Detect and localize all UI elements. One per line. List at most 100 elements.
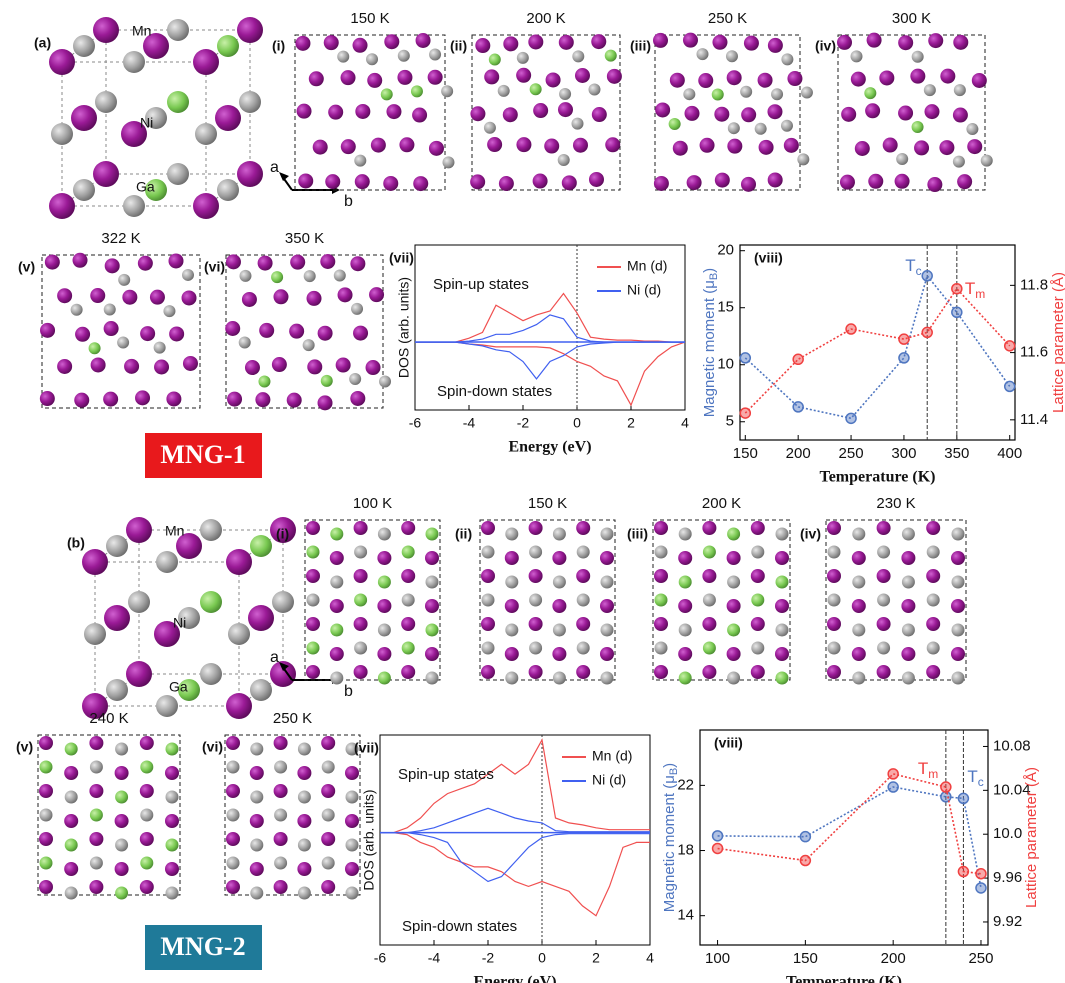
- snapshot-label: (v): [18, 259, 35, 275]
- atom: [852, 624, 865, 637]
- panel-label: (viii): [754, 250, 783, 266]
- data-point: [1005, 381, 1015, 391]
- atom: [82, 549, 108, 575]
- snapshot: [305, 520, 440, 685]
- plot-frame: [740, 245, 1015, 440]
- data-point: [976, 883, 986, 893]
- temperature: 250 K: [273, 710, 312, 727]
- atom: [140, 326, 155, 341]
- atom: [123, 51, 145, 73]
- data-point: [922, 327, 932, 337]
- atom: [328, 105, 343, 120]
- x-tick-label: 150: [733, 445, 758, 462]
- atom: [787, 71, 802, 86]
- x-axis-label: Temperature (K): [786, 974, 902, 983]
- atom: [727, 576, 740, 589]
- atom: [163, 305, 175, 317]
- atom: [655, 546, 668, 559]
- atom: [166, 839, 179, 852]
- atom: [135, 390, 150, 405]
- atom: [106, 535, 128, 557]
- atom: [576, 665, 590, 679]
- atom: [140, 832, 154, 846]
- x-tick-label: 200: [881, 950, 906, 967]
- data-point: [793, 402, 803, 412]
- atom: [954, 84, 966, 96]
- atom: [39, 832, 53, 846]
- x-tick-label: -6: [409, 415, 422, 431]
- atom: [801, 87, 813, 99]
- atom: [355, 104, 370, 119]
- x-tick-label: -6: [374, 950, 387, 966]
- atom: [412, 108, 427, 123]
- transition-label: Tc: [905, 256, 921, 278]
- atom: [576, 617, 590, 631]
- x-tick-label: 150: [793, 950, 818, 967]
- atom: [381, 88, 393, 100]
- atom: [768, 38, 783, 53]
- atom: [505, 599, 519, 613]
- atom: [840, 175, 855, 190]
- atom: [827, 521, 841, 535]
- atom: [330, 647, 344, 661]
- atom: [322, 857, 335, 870]
- atom: [90, 809, 103, 822]
- y2-tick-label: 9.92: [993, 913, 1022, 930]
- atom: [165, 814, 179, 828]
- atom: [902, 672, 915, 685]
- atom: [712, 89, 724, 101]
- panel-label: (b): [67, 535, 85, 551]
- atom: [297, 104, 312, 119]
- atom: [226, 693, 252, 719]
- atom: [309, 71, 324, 86]
- atom: [353, 326, 368, 341]
- atom: [226, 832, 240, 846]
- atom: [827, 665, 841, 679]
- atom: [167, 91, 189, 113]
- atom: [953, 156, 965, 168]
- atom: [351, 303, 363, 315]
- atom: [529, 665, 543, 679]
- atom: [140, 736, 154, 750]
- atom: [901, 599, 915, 613]
- atom: [274, 832, 288, 846]
- atom: [591, 34, 606, 49]
- axis-label: b: [344, 193, 353, 210]
- atom: [297, 862, 311, 876]
- y2-axis-label: Lattice parameter (Å): [1050, 272, 1065, 413]
- atom: [40, 391, 55, 406]
- atom: [250, 839, 263, 852]
- atom: [413, 176, 428, 191]
- atom: [166, 887, 179, 900]
- label-sub: c: [916, 264, 922, 278]
- atom: [330, 576, 343, 589]
- atom: [939, 140, 954, 155]
- atom: [927, 177, 942, 192]
- atom: [529, 594, 542, 607]
- atom-label: Ga: [136, 179, 155, 195]
- atom: [655, 594, 668, 607]
- atom: [250, 862, 264, 876]
- atom: [49, 193, 75, 219]
- atom: [552, 551, 566, 565]
- atom: [952, 576, 965, 589]
- atom: [470, 106, 485, 121]
- atom: [346, 791, 359, 804]
- atom: [868, 174, 883, 189]
- atom: [966, 123, 978, 135]
- atom: [877, 546, 890, 559]
- atom: [755, 123, 767, 135]
- atom: [64, 814, 78, 828]
- atom: [74, 393, 89, 408]
- atom: [654, 176, 669, 191]
- atom: [89, 342, 101, 354]
- x-tick-label: 0: [538, 950, 546, 966]
- atom: [255, 392, 270, 407]
- snapshot-label: (iv): [815, 38, 836, 54]
- atom: [250, 814, 264, 828]
- atom: [350, 391, 365, 406]
- atom: [325, 174, 340, 189]
- atom: [924, 84, 936, 96]
- atom: [428, 70, 443, 85]
- atom: [165, 862, 179, 876]
